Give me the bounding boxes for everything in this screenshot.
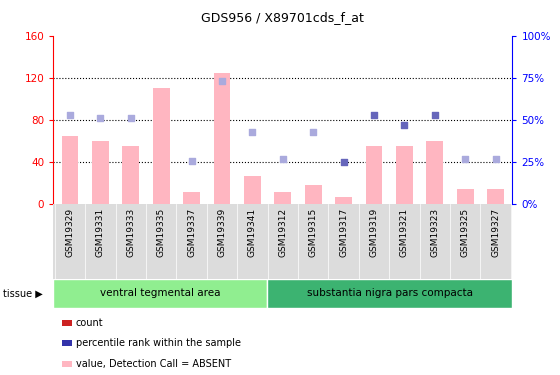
Bar	[366, 146, 382, 204]
Text: GSM19327: GSM19327	[491, 208, 500, 257]
Point	[339, 159, 348, 165]
Bar	[92, 141, 109, 204]
Text: count: count	[76, 318, 103, 327]
Point	[309, 129, 318, 135]
Text: GSM19329: GSM19329	[66, 208, 74, 257]
Bar	[268, 279, 512, 308]
Point	[491, 156, 500, 162]
Text: percentile rank within the sample: percentile rank within the sample	[76, 338, 241, 348]
Text: value, Detection Call = ABSENT: value, Detection Call = ABSENT	[76, 359, 231, 369]
Bar	[274, 192, 291, 204]
Text: GSM19331: GSM19331	[96, 208, 105, 257]
Text: GSM19325: GSM19325	[461, 208, 470, 257]
Bar	[213, 72, 230, 204]
Point	[66, 112, 74, 118]
Text: GSM19323: GSM19323	[430, 208, 440, 257]
Point	[278, 156, 287, 162]
Point	[431, 112, 440, 118]
Text: GDS956 / X89701cds_f_at: GDS956 / X89701cds_f_at	[202, 11, 364, 24]
Bar	[244, 176, 261, 204]
Bar	[123, 146, 139, 204]
Bar	[153, 88, 170, 204]
Text: tissue ▶: tissue ▶	[3, 288, 43, 298]
Point	[461, 156, 470, 162]
Bar	[305, 185, 321, 204]
Bar	[396, 146, 413, 204]
Point	[400, 122, 409, 128]
Bar	[335, 197, 352, 204]
Text: GSM19312: GSM19312	[278, 208, 287, 257]
Bar	[427, 141, 443, 204]
Text: GSM19341: GSM19341	[248, 208, 257, 257]
Text: GSM19321: GSM19321	[400, 208, 409, 257]
Text: GSM19315: GSM19315	[309, 208, 318, 257]
Point	[370, 112, 379, 118]
Text: GSM19317: GSM19317	[339, 208, 348, 257]
Point	[126, 116, 135, 122]
Text: substantia nigra pars compacta: substantia nigra pars compacta	[307, 288, 473, 298]
Point	[217, 78, 226, 84]
Bar	[487, 189, 504, 204]
Text: ventral tegmental area: ventral tegmental area	[100, 288, 221, 298]
Bar	[62, 136, 78, 204]
Text: GSM19339: GSM19339	[217, 208, 226, 257]
Text: GSM19319: GSM19319	[370, 208, 379, 257]
Point	[96, 116, 105, 122]
Bar	[183, 192, 200, 204]
Point	[248, 129, 257, 135]
Text: GSM19337: GSM19337	[187, 208, 196, 257]
Point	[187, 158, 196, 164]
Text: GSM19333: GSM19333	[126, 208, 136, 257]
Bar	[53, 279, 268, 308]
Bar	[457, 189, 474, 204]
Text: GSM19335: GSM19335	[157, 208, 166, 257]
